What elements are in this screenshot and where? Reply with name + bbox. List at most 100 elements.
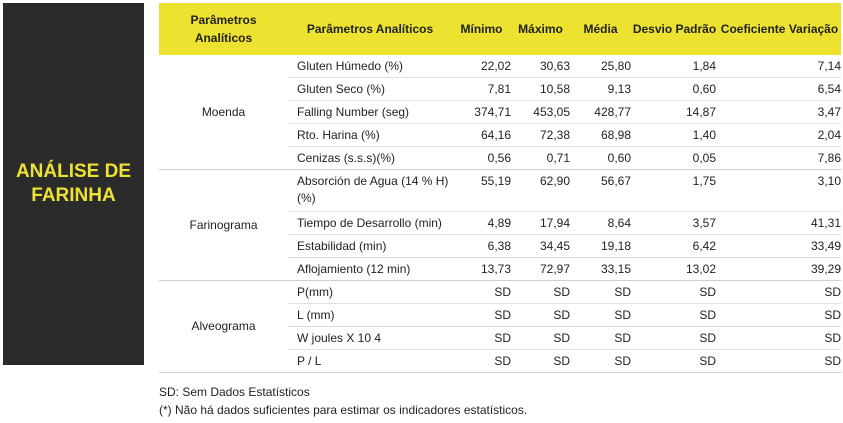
table-row: Falling Number (seg) 374,71 453,05 428,77 14… [159, 100, 841, 124]
stat-value: 14,87 [631, 100, 718, 124]
stat-value: 64,16 [452, 123, 511, 147]
parameter-name: Gluten Húmedo (%) [288, 55, 452, 78]
stat-value: 4,89 [452, 211, 511, 235]
table-row: P / L SD SD SD SD SD [159, 349, 841, 373]
stat-value: SD [452, 280, 511, 304]
stat-value: SD [452, 349, 511, 373]
stat-value: 453,05 [511, 100, 570, 124]
table-row: Tiempo de Desarrollo (min) 4,89 17,94 8,64 3… [159, 211, 841, 235]
stat-value: 1,75 [631, 169, 718, 212]
stat-value: 3,10 [718, 169, 841, 212]
group-label: Moenda [159, 55, 288, 170]
table-header: Parâmetros Analíticos Parâmetros Analític… [159, 3, 841, 55]
stat-value: SD [570, 280, 631, 304]
parameter-name: Estabilidad (min) [288, 234, 452, 258]
table-row: L (mm) SD SD SD SD SD [159, 303, 841, 327]
stat-value: 13,02 [631, 257, 718, 281]
stat-value: SD [718, 349, 841, 373]
parameter-name: Aflojamiento (12 min) [288, 257, 452, 281]
parameter-name: Rto. Harina (%) [288, 123, 452, 147]
stat-value: 55,19 [452, 169, 511, 212]
stat-value: SD [718, 326, 841, 350]
stat-value: 10,58 [511, 77, 570, 101]
stat-value: 7,86 [718, 146, 841, 170]
stat-value: 6,38 [452, 234, 511, 258]
column-header: Máximo [511, 3, 570, 55]
stat-value: 6,54 [718, 77, 841, 101]
stat-value: SD [718, 303, 841, 327]
table-row: Alveograma P(mm) SD SD SD SD SD [159, 280, 841, 373]
stat-value: 2,04 [718, 123, 841, 147]
stat-value: 17,94 [511, 211, 570, 235]
stat-value: SD [570, 303, 631, 327]
parameter-name: Tiempo de Desarrollo (min) [288, 211, 452, 235]
stat-value: 1,84 [631, 55, 718, 78]
stat-value: 0,56 [452, 146, 511, 170]
column-header: Parâmetros Analíticos [288, 3, 452, 55]
stat-value: 6,42 [631, 234, 718, 258]
stat-value: SD [631, 303, 718, 327]
table-row: Farinograma Absorción de Agua (14 % H) (%… [159, 169, 841, 281]
stat-value: SD [511, 303, 570, 327]
stat-value: SD [570, 349, 631, 373]
stat-value: 56,67 [570, 169, 631, 212]
stat-value: 0,60 [631, 77, 718, 101]
stat-value: 33,15 [570, 257, 631, 281]
stat-value: SD [511, 326, 570, 350]
parameter-name: L (mm) [288, 303, 452, 327]
stat-value: SD [631, 280, 718, 304]
stat-value: 428,77 [570, 100, 631, 124]
stat-value: SD [511, 280, 570, 304]
stat-value: 374,71 [452, 100, 511, 124]
stat-value: 7,81 [452, 77, 511, 101]
group-label: Alveograma [159, 280, 288, 373]
column-header: Parâmetros Analíticos [159, 3, 288, 55]
stat-value: 33,49 [718, 234, 841, 258]
stat-value: SD [452, 326, 511, 350]
column-header: Desvio Padrão [631, 3, 718, 55]
flour-analysis-table: Parâmetros Analíticos Parâmetros Analític… [159, 3, 841, 373]
stat-value: 7,14 [718, 55, 841, 78]
panel-title: ANÁLISE DE FARINHA [15, 161, 132, 206]
stat-value: 72,97 [511, 257, 570, 281]
stat-value: 9,13 [570, 77, 631, 101]
table-row: Aflojamiento (12 min) 13,73 72,97 33,15 13,0… [159, 257, 841, 281]
stat-value: 39,29 [718, 257, 841, 281]
footnote-insufficient: (*) Não há dados suficientes para estima… [159, 403, 528, 417]
parameter-name: W joules X 10 4 [288, 326, 452, 350]
table-row: Cenizas (s.s.s)(%) 0,56 0,71 0,60 0,05 7,86 [159, 146, 841, 170]
table-row: W joules X 10 4 SD SD SD SD SD [159, 326, 841, 350]
stat-value: SD [511, 349, 570, 373]
footnote-sd: SD: Sem Dados Estatísticos [159, 385, 310, 399]
stat-value: 0,71 [511, 146, 570, 170]
parameter-name: Falling Number (seg) [288, 100, 452, 124]
column-header: Média [570, 3, 631, 55]
stat-value: 30,63 [511, 55, 570, 78]
title-panel: ANÁLISE DE FARINHA [3, 3, 144, 365]
stat-value: 25,80 [570, 55, 631, 78]
parameter-name: P / L [288, 349, 452, 373]
table-row: Estabilidad (min) 6,38 34,45 19,18 6,42 33,49 [159, 234, 841, 258]
stat-value: SD [452, 303, 511, 327]
stat-value: 0,60 [570, 146, 631, 170]
table-row: Rto. Harina (%) 64,16 72,38 68,98 1,40 2,04 [159, 123, 841, 147]
table-row: Moenda Gluten Húmedo (%) 22,02 30,63 25,80 1,… [159, 55, 841, 170]
parameter-name: P(mm) [288, 280, 452, 304]
stat-value: 34,45 [511, 234, 570, 258]
group-label: Farinograma [159, 169, 288, 281]
stat-value: 41,31 [718, 211, 841, 235]
stat-value: 3,57 [631, 211, 718, 235]
column-header: Mínimo [452, 3, 511, 55]
stat-value: 13,73 [452, 257, 511, 281]
stat-value: 72,38 [511, 123, 570, 147]
parameter-name: Absorción de Agua (14 % H) (%) [288, 169, 452, 212]
stat-value: 0,05 [631, 146, 718, 170]
stat-value: 62,90 [511, 169, 570, 212]
stat-value: 19,18 [570, 234, 631, 258]
stat-value: SD [718, 280, 841, 304]
stat-value: 3,47 [718, 100, 841, 124]
stat-value: 8,64 [570, 211, 631, 235]
stat-value: 1,40 [631, 123, 718, 147]
stat-value: SD [631, 349, 718, 373]
parameter-name: Cenizas (s.s.s)(%) [288, 146, 452, 170]
